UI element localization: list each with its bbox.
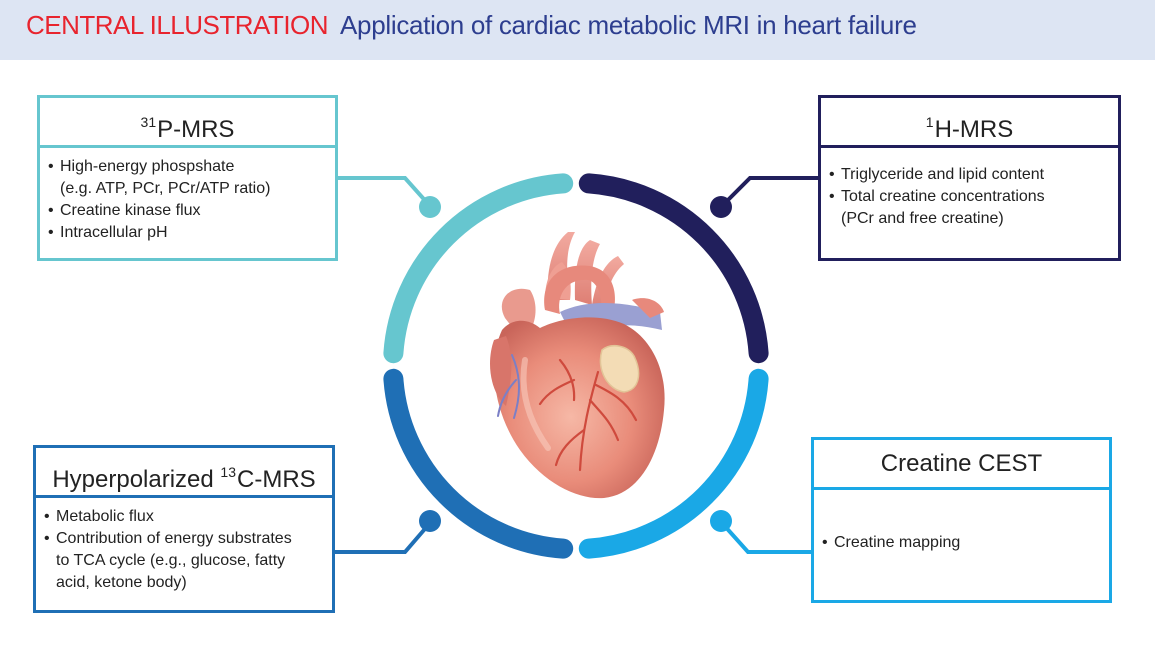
list-item: High-energy phospshate: [48, 156, 327, 178]
list-item: Total creatine concentrations: [829, 186, 1110, 208]
list-item: (e.g. ATP, PCr, PCr/ATP ratio): [60, 180, 271, 197]
h1-list: Triglyceride and lipid content Total cre…: [821, 148, 1118, 230]
ring-arc-p31: [383, 173, 574, 364]
ring-arc-c13: [383, 368, 574, 559]
list-item: acid, ketone body): [56, 574, 187, 591]
p31-list: High-energy phospshate (e.g. ATP, PCr, P…: [40, 148, 335, 244]
heart-illustration: [490, 232, 665, 499]
c13-mrs-box: Hyperpolarized 13C-MRS Metabolic flux Co…: [33, 445, 335, 613]
header-banner: CENTRAL ILLUSTRATION Application of card…: [0, 0, 1155, 60]
list-item: (PCr and free creatine): [841, 210, 1004, 227]
list-item: Triglyceride and lipid content: [829, 164, 1110, 186]
central-illustration-tag: CENTRAL ILLUSTRATION: [26, 10, 329, 40]
h1-mrs-title: 1H-MRS: [821, 98, 1118, 148]
connector-p31: [338, 176, 441, 218]
connector-c13: [335, 510, 441, 554]
c13-superscript: 13: [220, 464, 236, 480]
h1-mrs-box: 1H-MRS Triglyceride and lipid content To…: [818, 95, 1121, 261]
connector-cest: [710, 510, 811, 554]
p31-superscript: 31: [140, 114, 157, 130]
creatine-cest-box: Creatine CEST Creatine mapping: [811, 437, 1112, 603]
list-item: Intracellular pH: [48, 222, 327, 244]
p31-title-text: P-MRS: [157, 116, 235, 143]
page-title: Application of cardiac metabolic MRI in …: [340, 10, 917, 40]
list-item: Creatine kinase flux: [48, 200, 327, 222]
h1-superscript: 1: [925, 114, 934, 130]
connector-h1: [710, 176, 818, 218]
c13-list: Metabolic flux Contribution of energy su…: [36, 498, 332, 594]
list-item: Contribution of energy substrates: [44, 528, 324, 550]
p31-mrs-title: 31P-MRS: [40, 98, 335, 148]
list-item: Metabolic flux: [44, 506, 324, 528]
ring-arc-h1: [578, 173, 769, 364]
creatine-cest-title: Creatine CEST: [814, 440, 1109, 490]
c13-mrs-title: Hyperpolarized 13C-MRS: [36, 448, 332, 498]
list-item: to TCA cycle (e.g., glucose, fatty: [56, 552, 286, 569]
c13-prefix: Hyperpolarized: [52, 466, 214, 493]
list-item: Creatine mapping: [822, 532, 1101, 554]
h1-title-text: H-MRS: [934, 116, 1014, 143]
ring-arc-cest: [578, 368, 769, 559]
c13-title-text: C-MRS: [237, 466, 316, 493]
p31-mrs-box: 31P-MRS High-energy phospshate (e.g. ATP…: [37, 95, 338, 261]
cest-list: Creatine mapping: [814, 490, 1109, 554]
